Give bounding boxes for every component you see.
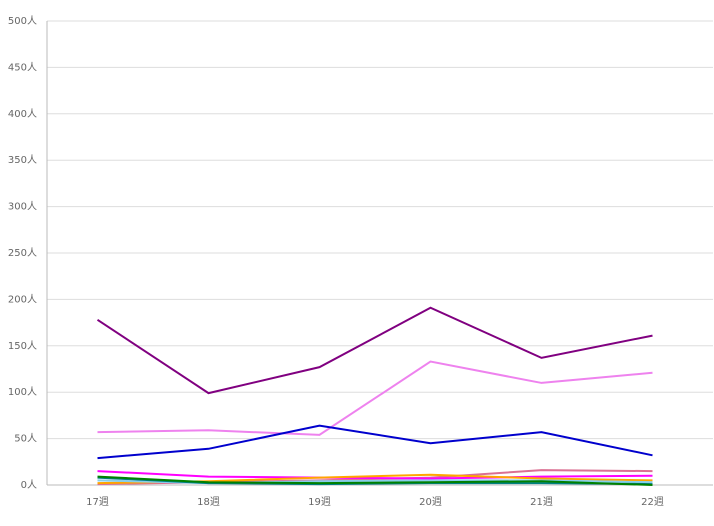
x-tick-label: 22週 <box>641 496 664 508</box>
y-tick-label: 500人 <box>8 15 37 27</box>
x-tick-label: 21週 <box>530 496 553 508</box>
series-line <box>96 306 653 395</box>
y-tick-label: 400人 <box>8 108 37 120</box>
y-tick-label: 100人 <box>8 386 37 398</box>
x-tick-label: 18週 <box>197 496 220 508</box>
series-line <box>97 424 653 460</box>
y-tick-label: 200人 <box>8 293 37 305</box>
y-tick-label: 300人 <box>8 201 37 213</box>
y-tick-label: 450人 <box>8 61 37 73</box>
y-tick-label: 0人 <box>21 479 37 491</box>
y-tick-label: 50人 <box>14 433 37 445</box>
series-line <box>97 475 653 486</box>
y-tick-label: 250人 <box>8 247 37 259</box>
y-tick-label: 150人 <box>8 340 37 352</box>
series-line <box>97 360 653 436</box>
x-tick-label: 17週 <box>86 496 109 508</box>
x-tick-label: 19週 <box>308 496 331 508</box>
y-tick-label: 350人 <box>8 154 37 166</box>
series-line <box>97 470 653 480</box>
x-tick-label: 20週 <box>419 496 442 508</box>
